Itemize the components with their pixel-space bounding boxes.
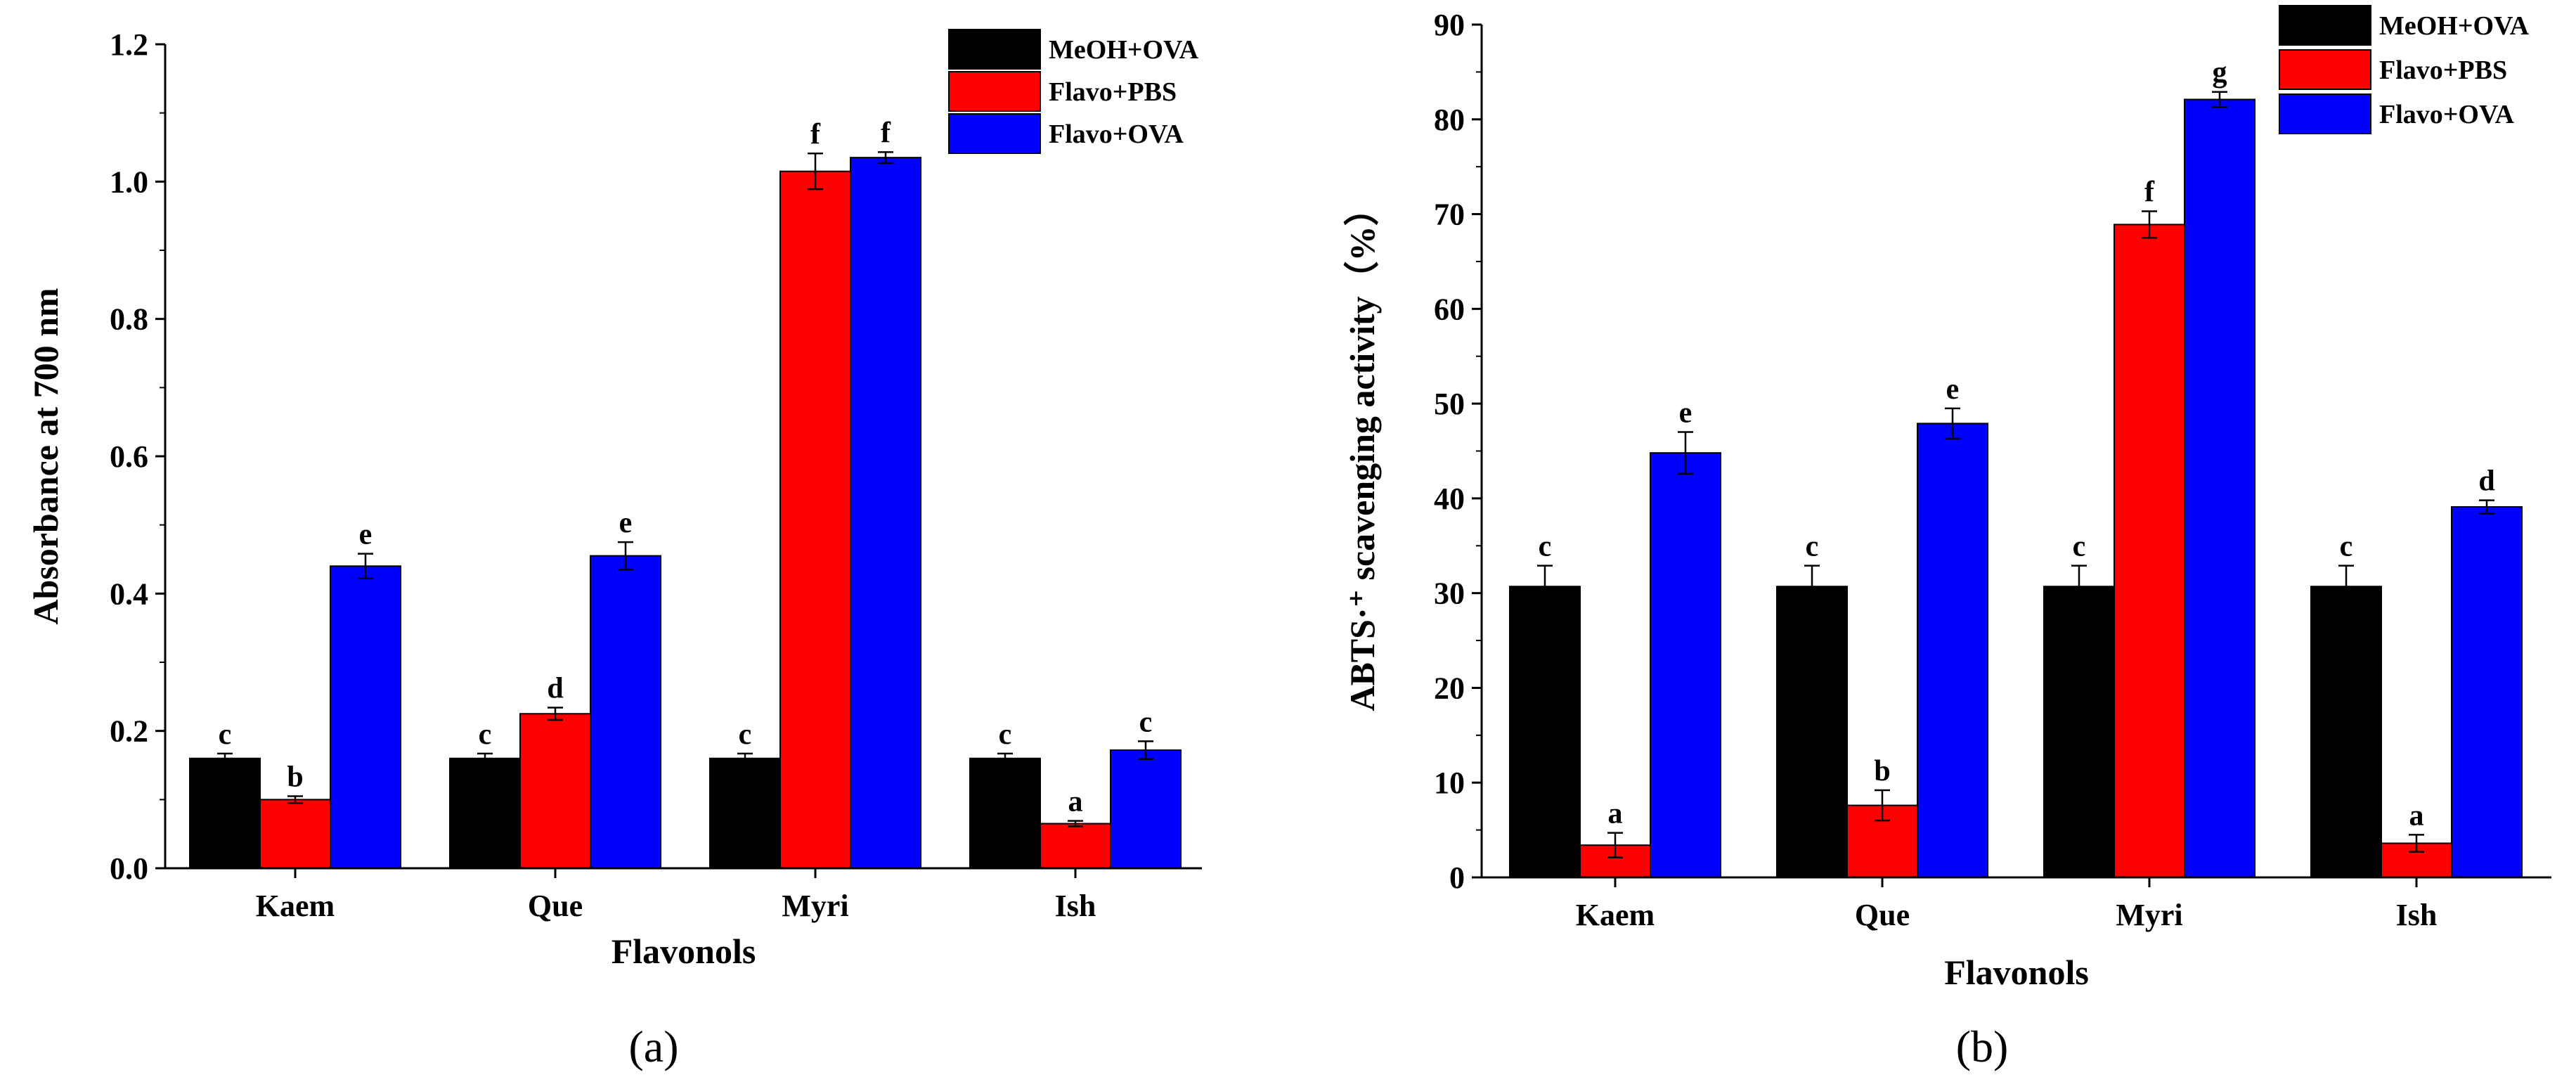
significance-letter: a: [1608, 798, 1623, 830]
y-axis-title: ABTS·⁺ scavenging activity（%）: [1342, 191, 1382, 711]
significance-letter: f: [810, 118, 821, 150]
bar: [1650, 452, 1721, 878]
bar: [2114, 224, 2185, 878]
bar: [590, 555, 661, 869]
legend-swatch: [2279, 94, 2371, 134]
bar: [1776, 586, 1848, 879]
y-tick-label: 30: [1434, 576, 1465, 611]
x-tick-label: Ish: [1055, 889, 1096, 923]
y-tick-label: 1.2: [110, 27, 148, 62]
bar: [189, 757, 261, 869]
significance-letter: b: [287, 761, 303, 793]
legend-swatch: [948, 71, 1041, 112]
x-tick-label: Myri: [2116, 898, 2182, 932]
x-tick-label: Kaem: [1576, 898, 1655, 932]
bar: [330, 565, 401, 869]
bar: [709, 757, 781, 869]
bar: [1917, 423, 1988, 878]
x-tick-label: Ish: [2396, 898, 2438, 932]
significance-letter: e: [359, 519, 373, 551]
y-tick-label: 0.2: [110, 714, 148, 749]
significance-letter: d: [547, 672, 563, 704]
chart-panel-b: c a e Kaem c b e Que c f g Myri c a d Ish 0 10 20 30 40 50 60 7…: [1342, 5, 2551, 1071]
significance-letter: b: [1874, 755, 1890, 787]
x-axis-title: Flavonols: [1944, 953, 2089, 992]
significance-letter: c: [1139, 706, 1153, 738]
significance-letter: c: [479, 719, 492, 751]
significance-letter: e: [1679, 397, 1692, 430]
significance-letter: c: [999, 719, 1012, 751]
significance-letter: c: [2073, 531, 2086, 563]
legend-swatch: [2279, 49, 2371, 90]
bar: [969, 757, 1041, 869]
significance-letter: c: [2340, 531, 2353, 563]
y-tick-label: 50: [1434, 387, 1465, 421]
legend-label: Flavo+PBS: [1049, 77, 1177, 107]
significance-letter: f: [2144, 176, 2155, 209]
y-tick-label: 10: [1434, 766, 1465, 800]
bar: [259, 799, 331, 870]
y-tick-label: 0.0: [110, 851, 148, 886]
legend-swatch: [2279, 5, 2371, 46]
y-tick-label: 70: [1434, 198, 1465, 232]
y-tick-label: 0.8: [110, 302, 148, 337]
y-tick-label: 80: [1434, 103, 1465, 137]
y-tick-label: 40: [1434, 482, 1465, 516]
panel-label: (a): [628, 1022, 678, 1071]
y-tick-label: 60: [1434, 292, 1465, 326]
legend-label: MeOH+OVA: [2379, 11, 2530, 41]
bar: [449, 757, 521, 869]
bar: [1509, 586, 1581, 879]
legend-swatch: [948, 29, 1041, 70]
x-axis-title: Flavonols: [611, 932, 756, 971]
significance-letter: a: [2409, 799, 2424, 832]
bar: [2043, 586, 2115, 879]
legend-swatch: [948, 113, 1041, 154]
y-tick-label: 20: [1434, 671, 1465, 705]
significance-letter: g: [2213, 57, 2227, 89]
y-tick-label: 0.6: [110, 439, 148, 474]
significance-letter: c: [739, 719, 752, 751]
significance-letter: e: [619, 507, 633, 539]
x-tick-label: Kaem: [256, 889, 335, 923]
chart-panel-a: c b e Kaem c d e Que c f f Myri c a c Ish 0.0 0.2 0.4 0.6 0.…: [26, 27, 1202, 1071]
bar: [519, 713, 591, 869]
significance-letter: c: [1806, 531, 1819, 563]
y-tick-label: 0.4: [110, 576, 148, 611]
y-tick-label: 0: [1449, 861, 1465, 895]
bar: [1110, 749, 1182, 869]
significance-letter: e: [1946, 373, 1960, 406]
significance-letter: c: [219, 719, 232, 751]
legend-label: Flavo+PBS: [2379, 56, 2507, 85]
significance-letter: d: [2478, 465, 2494, 498]
legend-label: Flavo+OVA: [1049, 120, 1184, 149]
x-tick-label: Myri: [782, 889, 848, 923]
legend-label: MeOH+OVA: [1049, 35, 1199, 65]
significance-letter: c: [1539, 531, 1552, 563]
bar: [2184, 98, 2255, 878]
significance-letter: a: [1068, 786, 1083, 818]
x-tick-label: Que: [528, 889, 583, 923]
bar: [1040, 823, 1111, 870]
y-tick-label: 1.0: [110, 165, 148, 199]
legend-label: Flavo+OVA: [2379, 100, 2515, 129]
bar: [2310, 586, 2382, 879]
x-tick-label: Que: [1855, 898, 1910, 932]
y-tick-label: 90: [1434, 8, 1465, 42]
y-axis-title: Absorbance at 700 nm: [26, 288, 65, 624]
panel-label: (b): [1956, 1022, 2009, 1071]
bar: [2451, 506, 2523, 878]
bar: [779, 170, 851, 869]
bar: [850, 157, 921, 869]
significance-letter: f: [881, 117, 891, 149]
